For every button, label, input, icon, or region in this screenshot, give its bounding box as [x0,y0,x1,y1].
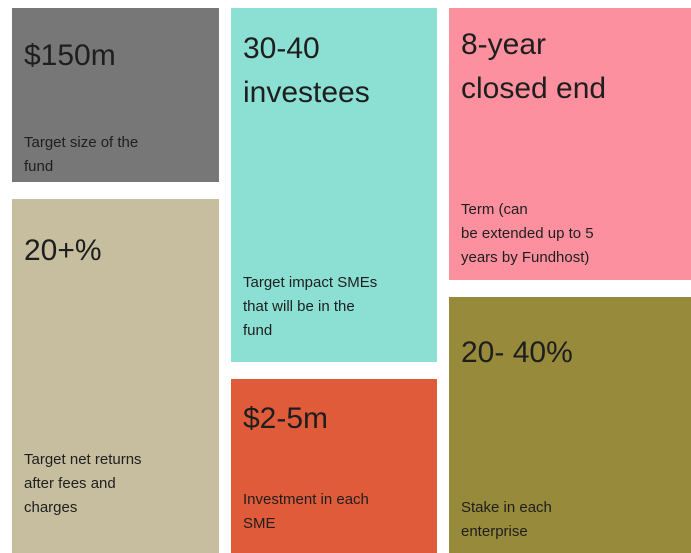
headline: 20- 40% [461,331,573,375]
stat-tile: 20- 40% Stake in each enterprise [449,297,691,553]
description-line: Term (can [461,201,528,218]
description-line: after fees and [24,475,116,492]
headline-line: 20+% [24,234,102,267]
description-line: that will be in the [243,298,355,315]
description: Stake in each enterprise [461,496,552,544]
stat-tile: 8-year closed end Term (can be extended up … [449,8,691,280]
description-line: enterprise [461,523,528,540]
headline: $150m [24,34,116,78]
description-line: be extended up to 5 [461,225,594,242]
headline: $2-5m [243,397,328,441]
headline-line: closed end [461,72,607,105]
headline-line: investees [243,76,370,109]
headline: 8-year closed end [461,23,606,111]
description: Investment in each SME [243,488,369,536]
headline-line: 20- 40% [461,336,573,369]
stat-tile: $2-5m Investment in each SME [231,379,437,553]
description-line: Investment in each [243,491,369,508]
description-line: charges [24,499,78,516]
description-line: Target size of the [24,134,139,151]
description: Term (can be extended up to 5 years by Fun… [461,198,594,270]
headline-line: 30-40 [243,32,320,65]
stat-tile: 30-40 investees Target impact SMEs that wil… [231,8,437,362]
headline-line: $150m [24,39,116,72]
headline: 20+% [24,229,102,273]
headline: 30-40 investees [243,27,370,115]
stat-tile: $150m Target size of the fund [12,8,219,182]
description-line: SME [243,515,276,532]
description: Target size of the fund [24,131,138,179]
headline-line: $2-5m [243,402,329,435]
description-line: Stake in each [461,499,552,516]
description: Target net returns after fees and charges [24,448,142,520]
description-line: years by Fundhost) [461,249,590,266]
description-line: Target net returns [24,451,142,468]
stat-tile: 20+% Target net returns after fees and char… [12,199,219,553]
description-line: Target impact SMEs [243,274,378,291]
description: Target impact SMEs that will be in the fun… [243,271,377,343]
description-line: fund [24,158,54,175]
headline-line: 8-year [461,28,547,61]
description-line: fund [243,322,273,339]
